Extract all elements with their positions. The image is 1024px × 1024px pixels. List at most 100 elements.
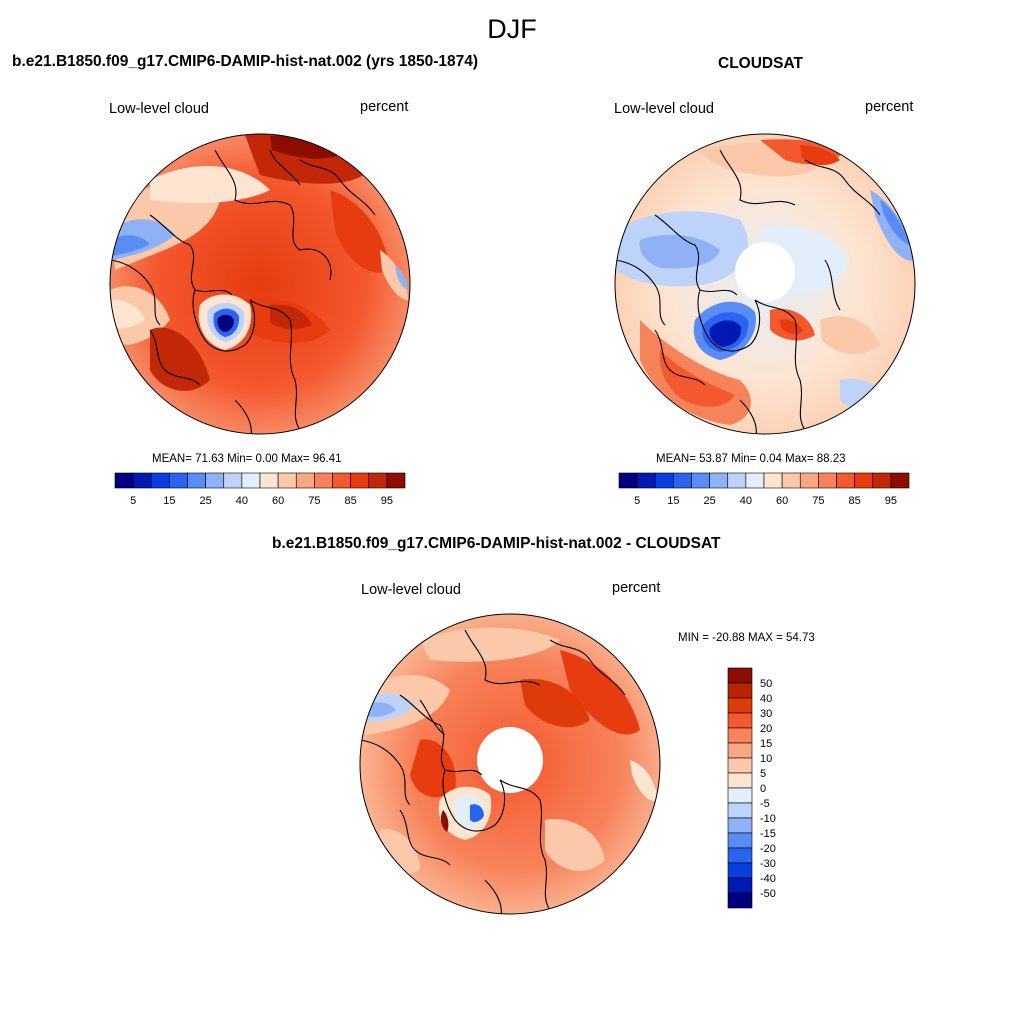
colorbar-model-tick-label: 25	[200, 495, 212, 507]
colorbar-difference-tick-label: -20	[760, 843, 776, 855]
colorbar-cloudsat-swatch	[799, 472, 819, 489]
colorbar-model-swatch	[187, 472, 206, 489]
colorbar-cloudsat-swatch	[836, 472, 855, 489]
colorbar-cloudsat-tick-label: 25	[704, 495, 716, 507]
colorbar-model-tick-label: 5	[130, 495, 136, 507]
colorbar-cloudsat-tick-label: 40	[740, 495, 752, 507]
colorbar-model-tick-label: 85	[345, 495, 357, 507]
colorbar-difference-swatch	[727, 682, 753, 699]
colorbar-model-tick-label: 40	[236, 495, 248, 507]
colorbar-difference-tick-label: 50	[760, 678, 772, 690]
map-difference-coastlines	[360, 629, 626, 914]
colorbar-cloudsat-swatch	[781, 472, 801, 489]
colorbar-difference-tick-label: 5	[760, 768, 766, 780]
panel2-stats: MEAN= 53.87 Min= 0.04 Max= 88.23	[656, 453, 846, 465]
map-model-coastlines	[110, 139, 376, 434]
panel3-title: b.e21.B1850.f09_g17.CMIP6-DAMIP-hist-nat…	[272, 535, 721, 552]
map-model	[110, 134, 410, 434]
colorbar-cloudsat: 5 15 25 40 60 75 85 95	[618, 472, 910, 507]
colorbar-difference-tick-label: 20	[760, 723, 772, 735]
colorbar-model-swatch	[241, 472, 261, 489]
colorbar-difference-tick-label: -40	[760, 873, 776, 885]
colorbar-cloudsat-tick-label: 85	[849, 495, 861, 507]
colorbar-cloudsat-swatch	[727, 472, 747, 489]
colorbar-model-tick-label: 95	[381, 495, 393, 507]
colorbar-difference-swatch	[727, 712, 753, 729]
colorbar-cloudsat-swatch	[709, 472, 729, 489]
colorbar-difference-swatch	[727, 787, 753, 804]
map-cloudsat	[615, 134, 915, 434]
panel1-stats: MEAN= 71.63 Min= 0.00 Max= 96.41	[152, 453, 342, 465]
colorbar-model-tick-label: 15	[163, 495, 175, 507]
colorbar-difference-swatch	[727, 727, 753, 744]
map-model-border	[109, 133, 411, 435]
panel2-units-label: percent	[865, 99, 914, 115]
colorbar-difference-swatch	[727, 817, 753, 834]
colorbar-model-swatch	[132, 472, 152, 489]
colorbar-difference-swatch	[727, 877, 753, 894]
colorbar-difference-swatch	[727, 832, 753, 849]
colorbar-difference-tick-label: -50	[760, 888, 776, 900]
colorbar-difference-swatch	[727, 667, 753, 684]
colorbar-cloudsat-swatch	[890, 472, 910, 489]
panel1-title: b.e21.B1850.f09_g17.CMIP6-DAMIP-hist-nat…	[12, 53, 479, 70]
colorbar-difference-swatch	[727, 802, 753, 819]
colorbar-model-swatch	[150, 472, 170, 489]
colorbar-cloudsat-swatch	[673, 472, 692, 489]
colorbar-model-swatch	[295, 472, 315, 489]
colorbar-cloudsat-swatch	[745, 472, 765, 489]
colorbar-cloudsat-tick-label: 75	[812, 495, 824, 507]
colorbar-cloudsat-tick-label: 5	[634, 495, 640, 507]
colorbar-cloudsat-swatch	[618, 472, 638, 489]
panel2-title: CLOUDSAT	[718, 55, 803, 72]
panel1-variable-label: Low-level cloud	[109, 101, 209, 117]
colorbar-model-tick-label: 75	[308, 495, 320, 507]
colorbar-difference-tick-label: -15	[760, 828, 776, 840]
colorbar-difference-tick-label: 15	[760, 738, 772, 750]
colorbar-difference-tick-label: 0	[760, 783, 766, 795]
colorbar-model-swatch	[277, 472, 297, 489]
panel3-minmax: MIN = -20.88 MAX = 54.73	[678, 632, 815, 644]
colorbar-model-swatch	[114, 472, 134, 489]
colorbar-difference-tick-label: -30	[760, 858, 776, 870]
colorbar-model-swatch	[368, 472, 388, 489]
colorbar-cloudsat-tick-label: 60	[776, 495, 788, 507]
panel3-variable-label: Low-level cloud	[361, 582, 461, 598]
colorbar-model-swatch	[386, 472, 406, 489]
map-difference-border	[359, 613, 661, 915]
colorbar-difference-swatch	[727, 847, 753, 864]
colorbar-cloudsat-swatch	[636, 472, 656, 489]
colorbar-difference-swatch	[727, 862, 753, 879]
colorbar-difference-swatch	[727, 697, 753, 714]
colorbar-model-swatch	[169, 472, 188, 489]
colorbar-model: 5 15 25 40 60 75 85 95	[114, 472, 406, 507]
colorbar-model-swatch	[223, 472, 243, 489]
colorbar-cloudsat-swatch	[854, 472, 874, 489]
panel2-variable-label: Low-level cloud	[614, 101, 714, 117]
colorbar-difference-swatch	[727, 757, 753, 774]
panel3-units-label: percent	[612, 580, 661, 596]
colorbar-model-swatch	[314, 472, 333, 489]
colorbar-cloudsat-tick-label: 15	[667, 495, 679, 507]
colorbar-difference-tick-label: 40	[760, 693, 772, 705]
colorbar-difference-swatch	[727, 742, 753, 759]
colorbar-model-swatch	[259, 472, 279, 489]
colorbar-difference-swatch	[727, 892, 753, 909]
colorbar-cloudsat-swatch	[872, 472, 892, 489]
colorbar-difference-tick-label: -10	[760, 813, 776, 825]
colorbar-model-swatch	[205, 472, 225, 489]
colorbar-cloudsat-swatch	[763, 472, 783, 489]
colorbar-difference-tick-label: 10	[760, 753, 772, 765]
colorbar-model-swatch	[332, 472, 351, 489]
colorbar-difference-swatch	[727, 772, 753, 789]
colorbar-model-swatch	[350, 472, 370, 489]
colorbar-cloudsat-tick-label: 95	[885, 495, 897, 507]
panel1-units-label: percent	[360, 99, 409, 115]
colorbar-cloudsat-swatch	[691, 472, 710, 489]
map-difference	[360, 614, 660, 914]
colorbar-difference-tick-label: -5	[760, 798, 770, 810]
colorbar-cloudsat-swatch	[654, 472, 674, 489]
colorbar-model-tick-label: 60	[272, 495, 284, 507]
